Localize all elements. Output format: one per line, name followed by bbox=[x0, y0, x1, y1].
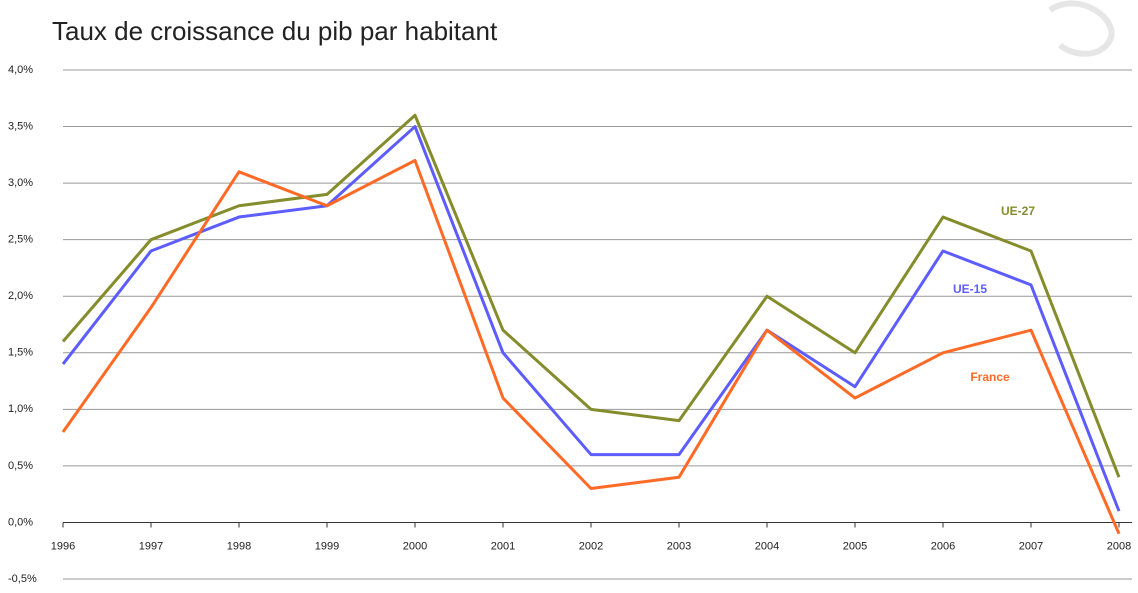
watermark bbox=[1048, 0, 1115, 57]
x-tick-label: 1996 bbox=[51, 540, 75, 552]
y-tick-label: 4,0% bbox=[8, 64, 33, 76]
x-tick-label: 1998 bbox=[227, 540, 251, 552]
x-tick-label: 2003 bbox=[667, 540, 691, 552]
y-tick-label: 0,0% bbox=[8, 516, 33, 528]
y-tick-label: 2,0% bbox=[8, 290, 33, 302]
x-tick-label: 2006 bbox=[931, 540, 955, 552]
series-label: UE-15 bbox=[953, 282, 987, 296]
y-tick-label: 0,5% bbox=[8, 460, 33, 472]
x-tick-label: 2000 bbox=[403, 540, 427, 552]
x-tick-label: 2007 bbox=[1019, 540, 1043, 552]
y-tick-label: 3,0% bbox=[8, 177, 33, 189]
x-tick-label: 1997 bbox=[139, 540, 163, 552]
x-tick-label: 2002 bbox=[579, 540, 603, 552]
chart-title: Taux de croissance du pib par habitant bbox=[52, 16, 498, 46]
y-tick-label: 2,5% bbox=[8, 234, 33, 246]
series-label: UE-27 bbox=[1001, 204, 1035, 218]
y-tick-label: 1,5% bbox=[8, 347, 33, 359]
y-tick-label: 3,5% bbox=[8, 120, 33, 132]
x-tick-label: 1999 bbox=[315, 540, 339, 552]
series-label: France bbox=[970, 370, 1010, 384]
x-tick-label: 2001 bbox=[491, 540, 515, 552]
y-tick-label: 1,0% bbox=[8, 403, 33, 415]
x-tick-label: 2004 bbox=[755, 540, 779, 552]
x-tick-label: 2005 bbox=[843, 540, 867, 552]
series-line bbox=[61, 125, 1121, 512]
series-line bbox=[61, 158, 1121, 535]
y-tick-label: -0,5% bbox=[8, 573, 37, 585]
series-line bbox=[61, 113, 1121, 478]
x-tick-label: 2008 bbox=[1107, 540, 1131, 552]
